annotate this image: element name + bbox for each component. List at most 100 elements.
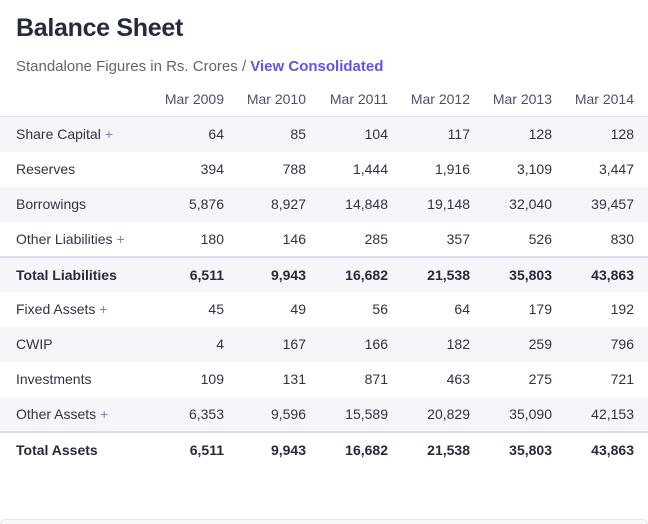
- cell-value: 167: [282, 336, 306, 352]
- cell-value: 21,538: [427, 441, 470, 458]
- cell-value: 6,353: [188, 405, 224, 422]
- row-label-reserves: Reserves: [0, 152, 156, 187]
- cell-value: 1,444: [352, 161, 388, 177]
- row-label-fixed-assets[interactable]: Fixed Assets +: [0, 292, 156, 327]
- cell-value: 394: [200, 161, 224, 177]
- expand-plus-icon[interactable]: +: [100, 405, 109, 422]
- cell-value: 128: [610, 126, 634, 143]
- cell-value: 35,803: [509, 441, 552, 458]
- subtitle-prefix: Standalone Figures in Rs. Crores /: [16, 58, 251, 75]
- cell-value: 166: [364, 336, 388, 352]
- column-header: Mar 2010: [246, 91, 306, 107]
- row-label-text: CWIP: [16, 336, 53, 352]
- cell-value: 49: [290, 301, 306, 317]
- cell-value: 35,803: [509, 266, 552, 283]
- cell-value: 104: [364, 126, 388, 143]
- cell-value: 56: [372, 301, 388, 317]
- row-label-text: Fixed Assets: [16, 301, 96, 317]
- row-label-investments: Investments: [0, 362, 156, 397]
- row-label-share-capital[interactable]: Share Capital +: [0, 117, 156, 152]
- expand-plus-icon[interactable]: +: [116, 230, 125, 247]
- cell-value: 259: [528, 336, 552, 352]
- row-label-total-assets: Total Assets: [0, 432, 156, 467]
- cell-value: 357: [446, 230, 470, 247]
- row-other-assets: Other Assets + 6,353 9,596 15,589 20,829 …: [0, 396, 648, 432]
- cell-value: 42,153: [591, 405, 634, 422]
- cell-value: 109: [200, 371, 224, 387]
- column-header: Mar 2011: [329, 91, 388, 107]
- column-header: Mar 2012: [410, 91, 470, 107]
- cell-value: 796: [610, 336, 634, 352]
- cell-value: 1,916: [434, 161, 470, 177]
- row-other-liabilities: Other Liabilities + 180 146 285 357 526 8…: [0, 222, 648, 257]
- cell-value: 9,943: [270, 441, 306, 458]
- row-label-other-assets[interactable]: Other Assets +: [0, 397, 156, 432]
- row-cwip: CWIP 4 167 166 182 259 796: [0, 326, 648, 362]
- cell-value: 5,876: [188, 196, 224, 212]
- cell-value: 830: [610, 230, 634, 247]
- cell-value: 16,682: [345, 266, 388, 283]
- cell-value: 871: [364, 371, 388, 387]
- cell-value: 21,538: [427, 266, 470, 283]
- row-label-borrowings: Borrowings: [0, 187, 156, 222]
- row-total-liabilities: Total Liabilities 6,511 9,943 16,682 21,…: [0, 256, 648, 292]
- expand-plus-icon[interactable]: +: [99, 301, 108, 317]
- cell-value: 128: [528, 126, 552, 143]
- row-label-text: Total Liabilities: [16, 266, 117, 283]
- row-label-text: Reserves: [16, 161, 76, 177]
- cell-value: 6,511: [189, 266, 224, 283]
- column-header: Mar 2009: [164, 91, 224, 107]
- row-label-text: Investments: [16, 371, 92, 387]
- cell-value: 64: [454, 301, 470, 317]
- row-investments: Investments 109 131 871 463 275 721: [0, 362, 648, 397]
- balance-sheet-table: Mar 2009 Mar 2010 Mar 2011 Mar 2012 Mar …: [0, 87, 648, 467]
- cell-value: 526: [528, 230, 552, 247]
- cell-value: 45: [208, 301, 224, 317]
- expand-plus-icon[interactable]: +: [104, 126, 114, 143]
- cell-value: 180: [200, 230, 224, 247]
- cell-value: 32,040: [509, 196, 552, 212]
- cell-value: 117: [447, 126, 470, 143]
- column-header-empty: [0, 87, 156, 117]
- row-label-total-liabilities: Total Liabilities: [0, 257, 156, 292]
- row-total-assets: Total Assets 6,511 9,943 16,682 21,538 3…: [0, 431, 648, 467]
- cell-value: 64: [208, 126, 224, 143]
- cell-value: 285: [364, 230, 388, 247]
- cell-value: 9,943: [270, 266, 306, 283]
- cell-value: 463: [446, 371, 470, 387]
- row-label-text: Other Liabilities: [16, 230, 113, 247]
- cell-value: 43,863: [591, 266, 634, 283]
- cell-value: 85: [290, 126, 306, 143]
- row-share-capital: Share Capital + 64 85 104 117 128 128: [0, 116, 648, 152]
- cell-value: 35,090: [509, 405, 552, 422]
- cell-value: 14,848: [345, 196, 388, 212]
- row-label-text: Share Capital: [16, 126, 101, 143]
- row-label-text: Borrowings: [16, 196, 87, 212]
- cell-value: 39,457: [591, 196, 634, 212]
- row-reserves: Reserves 394 788 1,444 1,916 3,109 3,447: [0, 152, 648, 187]
- cell-value: 20,829: [427, 405, 470, 422]
- next-section-top-edge: [0, 519, 648, 524]
- column-header: Mar 2013: [492, 91, 552, 107]
- row-label-text: Other Assets: [16, 405, 97, 422]
- cell-value: 43,863: [591, 441, 634, 458]
- row-label-cwip: CWIP: [0, 327, 156, 362]
- page-title: Balance Sheet: [16, 14, 184, 42]
- row-label-other-liabilities[interactable]: Other Liabilities +: [0, 222, 156, 257]
- row-label-text: Total Assets: [16, 441, 98, 458]
- cell-value: 8,927: [270, 196, 306, 212]
- cell-value: 146: [282, 230, 306, 247]
- cell-value: 179: [528, 301, 552, 317]
- cell-value: 192: [610, 301, 634, 317]
- view-consolidated-link[interactable]: View Consolidated: [250, 58, 384, 75]
- cell-value: 721: [610, 371, 634, 387]
- column-header-row: Mar 2009 Mar 2010 Mar 2011 Mar 2012 Mar …: [0, 87, 648, 117]
- cell-value: 3,109: [516, 161, 552, 177]
- cell-value: 788: [282, 161, 306, 177]
- cell-value: 15,589: [345, 405, 388, 422]
- cell-value: 275: [528, 371, 552, 387]
- cell-value: 16,682: [345, 441, 388, 458]
- cell-value: 182: [446, 336, 470, 352]
- cell-value: 6,511: [189, 441, 224, 458]
- cell-value: 19,148: [427, 196, 470, 212]
